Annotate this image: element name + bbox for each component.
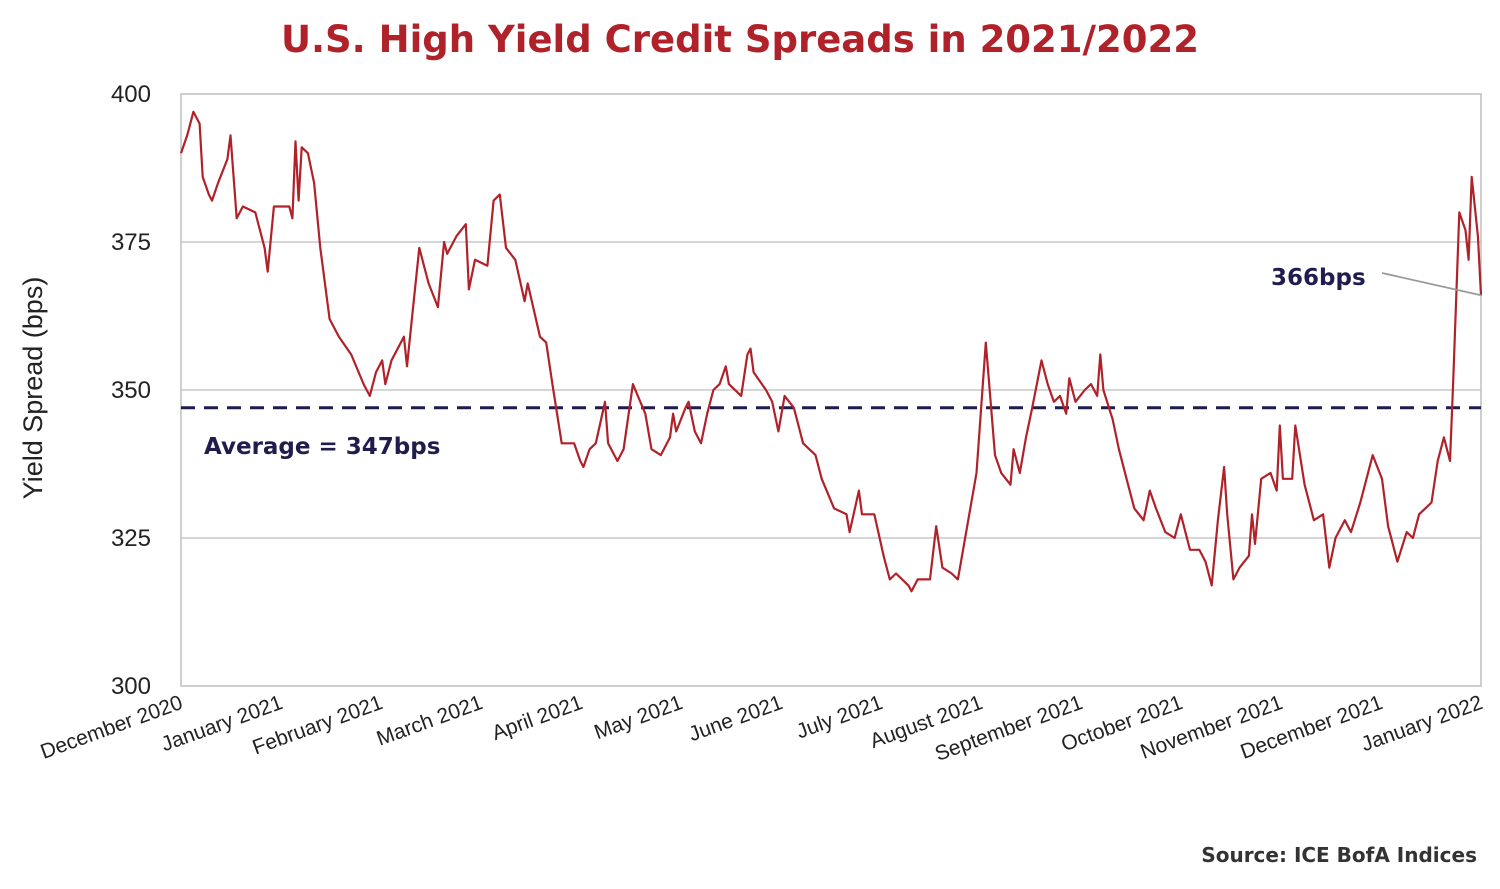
last-value-label: 366bps — [1271, 265, 1366, 291]
y-axis-label: Yield Spread (bps) — [18, 277, 48, 500]
grid — [180, 93, 1482, 687]
average-label: Average = 347bps — [204, 434, 440, 460]
plot-frame — [180, 93, 1482, 687]
y-tick-label: 325 — [111, 525, 151, 552]
x-tick-label: June 2021 — [686, 691, 786, 746]
series-group — [179, 110, 1483, 593]
y-tick-label: 400 — [111, 81, 151, 108]
y-tick-label: 375 — [111, 229, 151, 256]
last-value-leader-line — [1381, 272, 1482, 297]
y-axis-ticks: 300 325 350 375 400 — [111, 81, 151, 700]
series-line — [179, 110, 1483, 593]
x-tick-label: May 2021 — [591, 691, 686, 744]
source-note: Source: ICE BofA Indices — [1201, 843, 1477, 867]
x-tick-label: March 2021 — [374, 691, 486, 751]
y-tick-label: 350 — [111, 377, 151, 404]
x-tick-label: April 2021 — [489, 691, 586, 745]
x-tick-label: December 2020 — [37, 691, 185, 764]
y-tick-label: 300 — [111, 673, 151, 700]
chart-title: U.S. High Yield Credit Spreads in 2021/2… — [281, 18, 1199, 61]
